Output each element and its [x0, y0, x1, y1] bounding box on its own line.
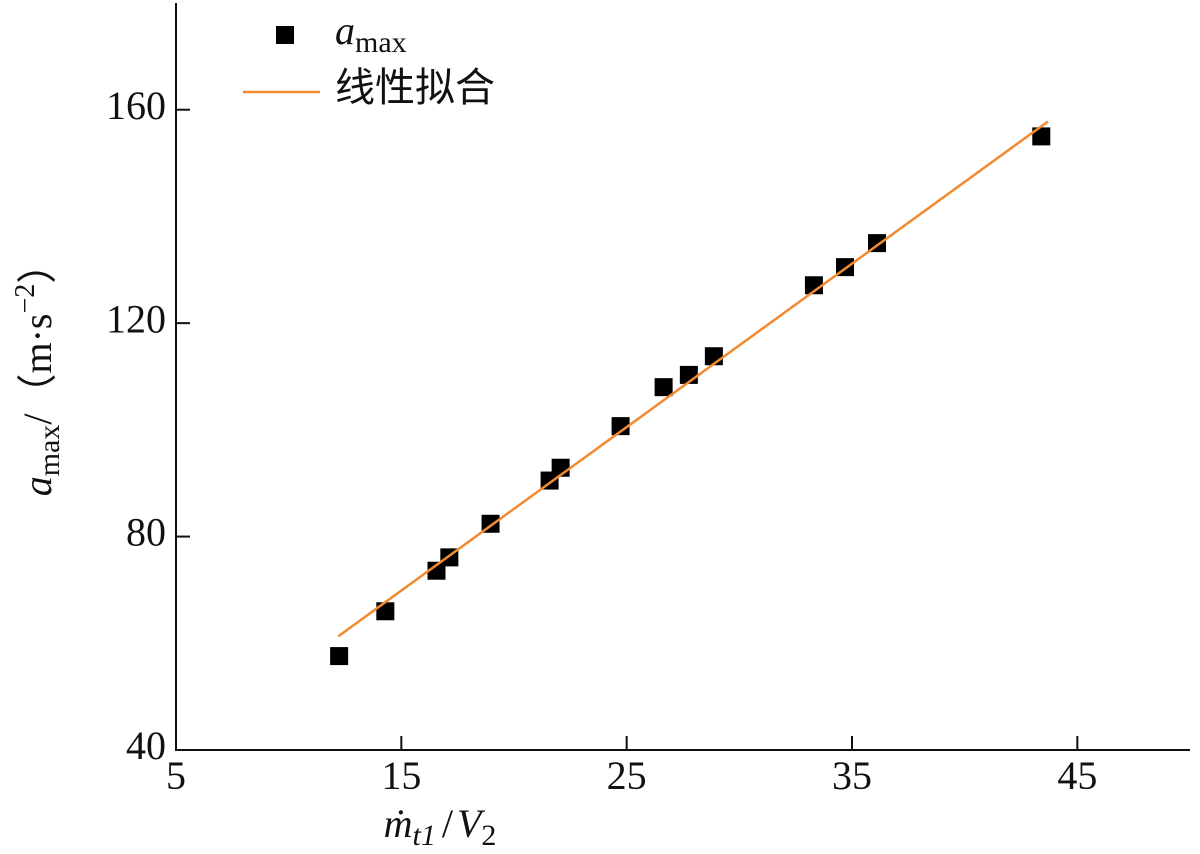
y-label-part: ） — [15, 244, 60, 284]
data-point — [804, 276, 823, 295]
y-label-part: a — [15, 476, 60, 496]
x-tick-label: 25 — [607, 753, 647, 798]
y-tick-label: 160 — [106, 83, 166, 128]
x-tick-label: 5 — [166, 753, 186, 798]
y-tick-label: 120 — [106, 296, 166, 341]
legend-label-part: a — [335, 8, 355, 53]
y-axis-label: amax/（m·s−2） — [10, 244, 65, 497]
x-tick-label: 15 — [381, 753, 421, 798]
data-point — [330, 647, 349, 666]
data-point — [376, 602, 395, 621]
data-point — [654, 378, 673, 397]
y-label-part: −2 — [10, 284, 41, 314]
legend-label: amax — [335, 8, 407, 59]
x-label-part: / — [442, 801, 454, 846]
data-point — [611, 417, 630, 436]
legend-label-part: max — [355, 26, 407, 59]
x-axis-label: ṁt1/V2 — [384, 801, 497, 852]
data-point — [1032, 127, 1051, 146]
legend-label: 线性拟合 — [335, 65, 495, 110]
y-tick-label: 80 — [126, 510, 166, 555]
x-tick-label: 35 — [832, 753, 872, 798]
x-label-part: 2 — [481, 819, 496, 852]
y-tick-label: 40 — [126, 723, 166, 768]
y-label-part: /（m·s — [15, 314, 60, 425]
legend-marker — [276, 26, 294, 44]
y-label-part: max — [33, 425, 66, 477]
x-label-part: V — [457, 801, 486, 846]
x-label-part: t1 — [412, 819, 435, 852]
fit-line — [337, 120, 1049, 638]
x-tick-label: 45 — [1057, 753, 1097, 798]
x-label-part: ṁ — [384, 801, 413, 846]
